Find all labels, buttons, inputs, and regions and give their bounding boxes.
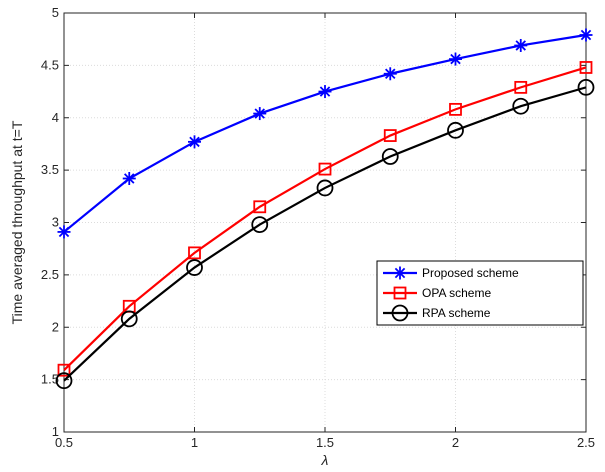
data-point-opa-scheme bbox=[449, 102, 462, 116]
series-rpa-scheme bbox=[55, 78, 595, 390]
y-tick-label: 5 bbox=[52, 5, 59, 20]
x-axis-label: λ bbox=[321, 452, 329, 468]
x-tick-label: 2.5 bbox=[577, 435, 595, 450]
legend-entry-proposed-scheme: Proposed scheme bbox=[383, 266, 519, 280]
data-point-opa-scheme bbox=[57, 363, 71, 377]
y-tick-label: 4 bbox=[52, 110, 59, 125]
x-tick-label: 1.5 bbox=[316, 435, 334, 450]
data-point-rpa-scheme bbox=[251, 216, 269, 233]
data-point-proposed-scheme bbox=[253, 107, 267, 121]
y-tick-label: 2 bbox=[52, 319, 59, 334]
data-point-proposed-scheme bbox=[318, 85, 332, 99]
data-point-opa-scheme bbox=[253, 200, 267, 214]
series-proposed-scheme bbox=[57, 28, 593, 239]
data-point-proposed-scheme bbox=[383, 67, 397, 81]
data-point-rpa-scheme bbox=[55, 372, 73, 390]
data-point-opa-scheme bbox=[318, 162, 332, 176]
legend-label-proposed-scheme: Proposed scheme bbox=[422, 266, 519, 280]
data-point-rpa-scheme bbox=[512, 97, 530, 115]
data-point-rpa-scheme bbox=[381, 148, 399, 165]
data-point-rpa-scheme bbox=[186, 259, 203, 276]
data-point-opa-scheme bbox=[514, 80, 528, 94]
data-point-opa-scheme bbox=[383, 129, 397, 142]
data-point-rpa-scheme bbox=[577, 78, 595, 96]
data-point-proposed-scheme bbox=[57, 225, 71, 239]
y-tick-label: 1.5 bbox=[41, 372, 59, 387]
y-axis-ticks: 1 1.5 2 2.5 3 3.5 4 4.5 5 bbox=[41, 5, 586, 439]
data-point-opa-scheme bbox=[188, 246, 201, 260]
legend-label-opa-scheme: OPA scheme bbox=[422, 286, 491, 300]
y-tick-label: 1 bbox=[52, 424, 59, 439]
series-opa-scheme bbox=[57, 61, 593, 377]
x-tick-label: 0.5 bbox=[55, 435, 73, 450]
y-tick-label: 2.5 bbox=[41, 267, 59, 282]
data-point-rpa-scheme bbox=[316, 179, 334, 197]
data-point-proposed-scheme bbox=[122, 172, 136, 186]
x-axis-ticks: 0.5 1 1.5 2 2.5 bbox=[55, 13, 595, 450]
y-tick-label: 4.5 bbox=[41, 57, 59, 72]
legend: Proposed scheme OPA scheme RPA scheme bbox=[376, 260, 584, 326]
data-point-rpa-scheme bbox=[447, 121, 464, 139]
legend-marker-proposed-scheme bbox=[393, 266, 407, 280]
series-group bbox=[55, 28, 595, 390]
series-line-rpa-scheme bbox=[63, 86, 587, 382]
legend-entry-opa-scheme: OPA scheme bbox=[383, 286, 491, 300]
legend-label-rpa-scheme: RPA scheme bbox=[422, 306, 491, 320]
grid bbox=[63, 12, 587, 433]
data-point-proposed-scheme bbox=[579, 28, 593, 42]
data-point-opa-scheme bbox=[579, 61, 593, 74]
data-point-proposed-scheme bbox=[188, 135, 201, 149]
legend-marker-opa-scheme bbox=[393, 286, 407, 300]
y-tick-label: 3.5 bbox=[41, 162, 59, 177]
data-point-proposed-scheme bbox=[449, 52, 462, 66]
data-point-rpa-scheme bbox=[120, 310, 138, 328]
legend-entry-rpa-scheme: RPA scheme bbox=[383, 304, 491, 322]
data-point-proposed-scheme bbox=[514, 38, 528, 52]
x-tick-label: 2 bbox=[452, 435, 459, 450]
y-tick-label: 3 bbox=[52, 215, 59, 230]
x-tick-label: 1 bbox=[191, 435, 198, 450]
legend-marker-rpa-scheme bbox=[391, 304, 409, 322]
y-axis-label: Time averaged throughput at t=T bbox=[9, 120, 25, 324]
series-line-opa-scheme bbox=[63, 66, 587, 371]
